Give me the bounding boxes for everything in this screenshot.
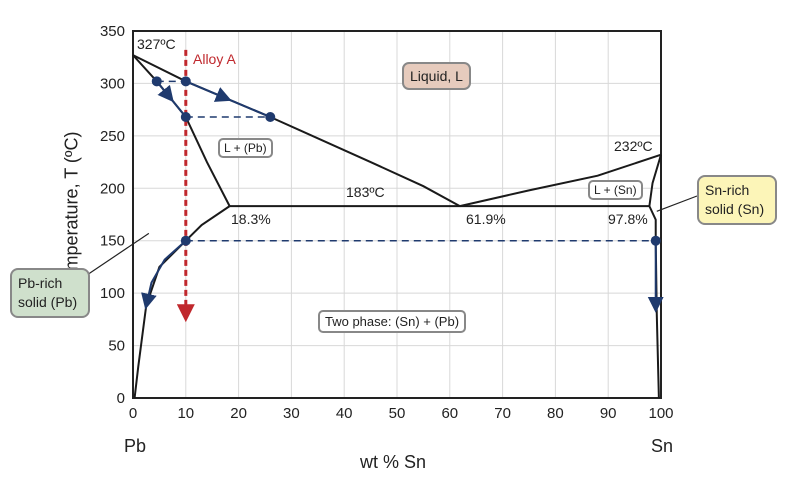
l-pb-region-label: L + (Pb) xyxy=(218,138,273,158)
y-tick-label: 300 xyxy=(100,75,125,92)
alpha-comp-label: 18.3% xyxy=(231,211,271,227)
pb-solid-callout: Pb-rich solid (Pb) xyxy=(10,268,90,318)
x-tick-label: 30 xyxy=(283,405,300,422)
pb-solvus-arrow xyxy=(141,239,187,310)
y-tick-label: 250 xyxy=(100,128,125,145)
boundary-solidus-pb xyxy=(132,54,231,207)
x-tick-label: 20 xyxy=(230,405,247,422)
x-tick-label: 80 xyxy=(547,405,564,422)
x-tick-label: 70 xyxy=(494,405,511,422)
cooling-path-arrow xyxy=(227,98,271,118)
x-tick-label: 0 xyxy=(129,405,137,422)
x-tick-label: 60 xyxy=(441,405,458,422)
boundary-solvus-pb xyxy=(133,205,231,399)
plot-frame xyxy=(132,30,662,399)
x-tick-label: 40 xyxy=(336,405,353,422)
state-marker xyxy=(180,76,191,87)
sn-melt-label: 232ºC xyxy=(614,138,653,154)
boundary-solidus-sn xyxy=(648,154,662,207)
l-sn-region-label: L + (Sn) xyxy=(588,180,643,200)
pb-melt-label: 327ºC xyxy=(137,36,176,52)
pb-callout-leader xyxy=(83,232,150,278)
boundary-liquidus-right xyxy=(459,153,662,208)
eutectic-comp-label: 61.9% xyxy=(466,211,506,227)
sn-solid-callout: Sn-rich solid (Sn) xyxy=(697,175,777,225)
y-tick-label: 350 xyxy=(100,23,125,40)
liquid-region-label: Liquid, L xyxy=(402,62,471,90)
boundary-solvus-sn xyxy=(648,205,660,399)
y-tick-label: 0 xyxy=(117,390,125,407)
x-tick-label: 50 xyxy=(389,405,406,422)
y-tick-label: 100 xyxy=(100,285,125,302)
x-axis-label: wt % Sn xyxy=(360,452,427,472)
state-marker xyxy=(180,111,191,122)
x-tick-label: 10 xyxy=(177,405,194,422)
y-tick-label: 200 xyxy=(100,180,125,197)
boundary-liquidus-left xyxy=(132,54,461,207)
state-marker xyxy=(265,111,276,122)
sn-callout-leader xyxy=(656,195,698,212)
sn-label: Sn xyxy=(651,436,674,456)
pb-label: Pb xyxy=(124,436,147,456)
alloy-label: Alloy A xyxy=(193,51,236,67)
x-tick-label: 100 xyxy=(648,405,673,422)
state-marker xyxy=(180,235,191,246)
eutectic-temp-label: 183ºC xyxy=(346,184,385,200)
x-tick-label: 90 xyxy=(600,405,617,422)
y-tick-label: 150 xyxy=(100,233,125,250)
state-marker xyxy=(151,76,162,87)
state-marker xyxy=(650,235,661,246)
y-tick-label: 50 xyxy=(108,338,125,355)
beta-comp-label: 97.8% xyxy=(608,211,648,227)
two-phase-region-label: Two phase: (Sn) + (Pb) xyxy=(318,310,467,333)
cooling-path-arrow xyxy=(185,80,232,102)
